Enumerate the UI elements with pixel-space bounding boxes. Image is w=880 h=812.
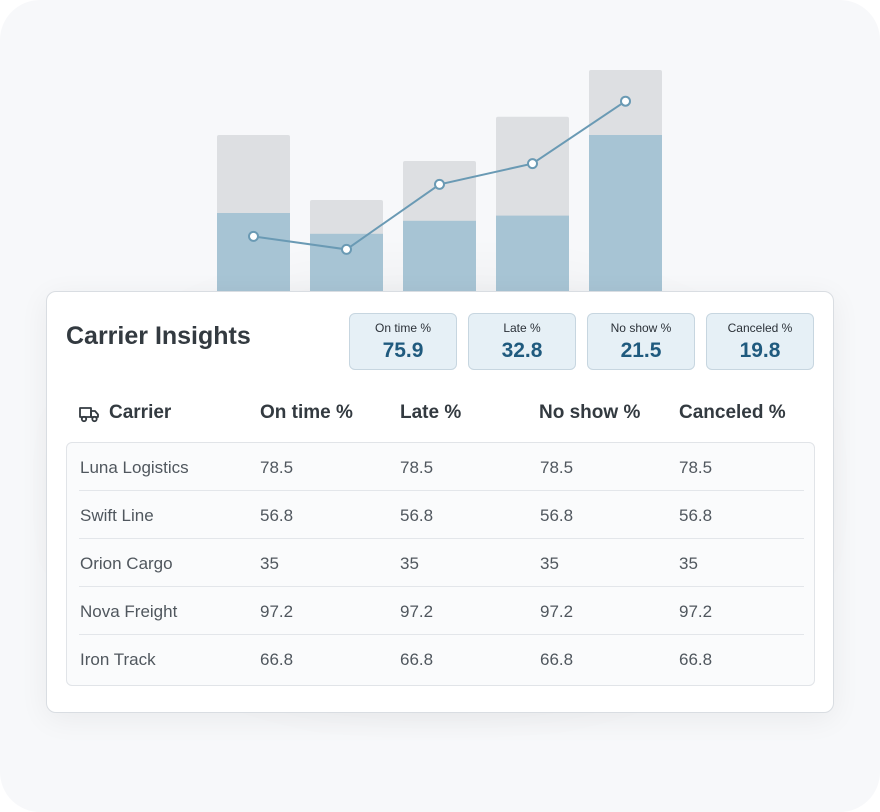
- column-header-no-show[interactable]: No show %: [539, 402, 641, 423]
- column-header-canceled[interactable]: Canceled %: [679, 402, 786, 423]
- truck-icon: [79, 407, 99, 423]
- cell-no-show: 66.8: [540, 650, 574, 669]
- bar-line-chart: [217, 70, 662, 291]
- cell-late: 78.5: [400, 458, 434, 477]
- table-row[interactable]: Orion Cargo 35 35 35 35: [67, 539, 816, 587]
- bar-fill: [403, 220, 476, 291]
- cell-canceled: 78.5: [679, 458, 713, 477]
- table-body: Luna Logistics 78.5 78.5 78.5 78.5 Swift…: [66, 442, 815, 686]
- cell-canceled: 56.8: [679, 506, 713, 525]
- stat-value: 32.8: [501, 339, 543, 362]
- cell-no-show: 56.8: [540, 506, 574, 525]
- stat-label: No show %: [610, 321, 672, 335]
- stat-label: Canceled %: [727, 321, 793, 335]
- cell-on-time: 56.8: [260, 506, 294, 525]
- stat-value: 21.5: [620, 339, 662, 362]
- cell-canceled: 97.2: [679, 602, 713, 621]
- cell-canceled: 66.8: [679, 650, 713, 669]
- stat-label: Late %: [503, 321, 541, 335]
- trend-point: [527, 158, 538, 170]
- trend-point: [434, 178, 445, 190]
- cell-late: 97.2: [400, 602, 434, 621]
- card-title: Carrier Insights: [66, 322, 251, 350]
- row-divider: [79, 490, 804, 491]
- table-row[interactable]: Iron Track 66.8 66.8 66.8 66.8: [67, 635, 816, 683]
- cell-late: 56.8: [400, 506, 434, 525]
- cell-carrier: Iron Track: [80, 650, 156, 669]
- cell-canceled: 35: [679, 554, 698, 573]
- stat-late: Late % 32.8: [468, 313, 576, 370]
- bar-fill: [310, 233, 383, 291]
- cell-no-show: 78.5: [540, 458, 574, 477]
- cell-on-time: 35: [260, 554, 279, 573]
- bar-fill: [496, 215, 569, 291]
- cell-carrier: Orion Cargo: [80, 554, 173, 573]
- bar-fill: [589, 135, 662, 291]
- stat-value: 19.8: [739, 339, 781, 362]
- column-header-late[interactable]: Late %: [400, 402, 462, 423]
- cell-no-show: 35: [540, 554, 559, 573]
- cell-on-time: 78.5: [260, 458, 294, 477]
- cell-late: 66.8: [400, 650, 434, 669]
- cell-on-time: 66.8: [260, 650, 294, 669]
- cell-on-time: 97.2: [260, 602, 294, 621]
- table-row[interactable]: Swift Line 56.8 56.8 56.8 56.8: [67, 491, 816, 539]
- trend-point: [248, 230, 259, 242]
- cell-late: 35: [400, 554, 419, 573]
- bar-fill: [217, 213, 290, 291]
- cell-carrier: Nova Freight: [80, 602, 178, 621]
- stat-canceled: Canceled % 19.8: [706, 313, 814, 370]
- table-row[interactable]: Nova Freight 97.2 97.2 97.2 97.2: [67, 587, 816, 635]
- column-header-on-time[interactable]: On time %: [260, 402, 353, 423]
- cell-no-show: 97.2: [540, 602, 574, 621]
- row-divider: [79, 634, 804, 635]
- stat-label: On time %: [374, 321, 431, 335]
- cell-carrier: Luna Logistics: [80, 458, 189, 477]
- cell-carrier: Swift Line: [80, 506, 154, 525]
- stat-no-show: No show % 21.5: [587, 313, 695, 370]
- row-divider: [79, 538, 804, 539]
- table-row[interactable]: Luna Logistics 78.5 78.5 78.5 78.5: [67, 443, 816, 491]
- carrier-insights-card: Carrier Insights On time % 75.9 Late % 3…: [46, 291, 834, 713]
- trend-point: [620, 95, 631, 107]
- trend-point: [341, 243, 352, 255]
- stat-value: 75.9: [382, 339, 424, 362]
- stat-on-time: On time % 75.9: [349, 313, 457, 370]
- column-header-carrier[interactable]: Carrier: [109, 402, 172, 423]
- table-header: Carrier On time % Late % No show % Cance…: [47, 402, 835, 426]
- row-divider: [79, 586, 804, 587]
